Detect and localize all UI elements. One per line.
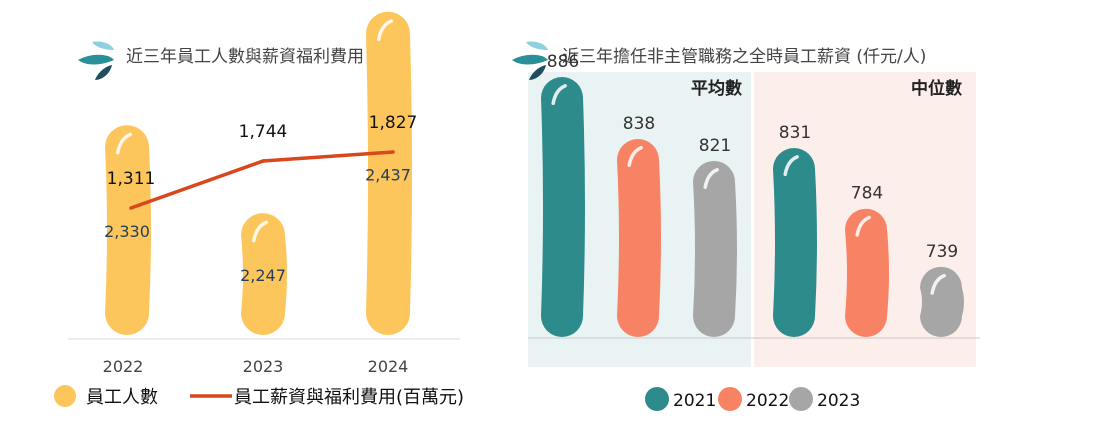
legend-2022-label: 2022 xyxy=(746,391,789,411)
x-tick-label-2022: 2022 xyxy=(103,357,144,376)
logo-leaf-dark xyxy=(95,65,112,80)
legend-employee-label: 員工人數 xyxy=(86,387,158,408)
salary-value-label-median-2022: 784 xyxy=(851,184,883,204)
salary-bar-average-2022 xyxy=(617,138,661,337)
employee-bar-2022 xyxy=(105,125,151,335)
salary-bar-median-2022 xyxy=(845,208,889,337)
bar-highlight xyxy=(783,155,799,177)
salary-bar-median-2021 xyxy=(773,148,817,337)
employee-value-label-2024: 2,437 xyxy=(365,165,411,184)
expense-value-label-2024: 1,827 xyxy=(369,113,418,133)
bar-highlight xyxy=(855,215,871,237)
logo-icon xyxy=(78,41,114,80)
x-tick-label-2023: 2023 xyxy=(243,357,284,376)
legend-2023-marker xyxy=(789,387,813,411)
salary-value-label-median-2021: 831 xyxy=(779,123,811,143)
left-chart-title: 近三年員工人數與薪資福利費用 xyxy=(126,47,364,67)
right-chart: 近三年擔任非主管職務之全時員工薪資 (仟元/人) 平均數 中位數 886 838 8… xyxy=(512,41,980,411)
legend-expense-label: 員工薪資與福利費用(百萬元) xyxy=(234,387,464,408)
logo-leaf-mid xyxy=(512,54,548,65)
employee-bar-2024 xyxy=(366,11,412,335)
bar-highlight xyxy=(627,146,643,167)
x-tick-label-2024: 2024 xyxy=(368,357,409,376)
logo-leaf-dark xyxy=(529,65,546,80)
group-label-median: 中位數 xyxy=(911,78,962,99)
salary-value-label-median-2023: 739 xyxy=(926,242,958,262)
bar-highlight xyxy=(116,132,133,155)
right-chart-title: 近三年擔任非主管職務之全時員工薪資 (仟元/人) xyxy=(562,47,926,67)
legend-2022-marker xyxy=(718,387,742,411)
expense-value-label-2023: 1,744 xyxy=(239,122,288,142)
salary-value-label-average-2022: 838 xyxy=(623,114,655,134)
group-label-average: 平均數 xyxy=(691,78,742,99)
legend-2021-marker xyxy=(645,387,669,411)
legend-2023-label: 2023 xyxy=(817,391,860,411)
employee-bar-2023 xyxy=(241,213,287,335)
salary-bar-median-2023 xyxy=(920,266,964,337)
expense-point-2023 xyxy=(261,159,265,163)
salary-value-label-average-2023: 821 xyxy=(699,136,731,156)
employee-value-label-2023: 2,247 xyxy=(240,266,286,285)
bar-highlight xyxy=(551,84,567,106)
logo-leaf-mid xyxy=(78,54,114,65)
logo-icon xyxy=(512,41,548,80)
legend-2021-label: 2021 xyxy=(673,391,716,411)
logo-leaf-light xyxy=(526,41,548,50)
employee-value-label-2022: 2,330 xyxy=(104,222,150,241)
bar-highlight xyxy=(252,220,269,243)
logo-leaf-light xyxy=(92,41,114,50)
bar-highlight xyxy=(377,19,394,42)
expense-point-2022 xyxy=(129,206,133,210)
legend-employee-marker xyxy=(54,385,76,407)
salary-value-label-average-2021: 886 xyxy=(547,52,579,72)
expense-value-label-2022: 1,311 xyxy=(107,169,156,189)
bar-highlight xyxy=(703,168,719,189)
left-chart: 近三年員工人數與薪資福利費用 2,330 2022 2,247 2023 2,437 20… xyxy=(54,11,464,408)
bar-highlight xyxy=(930,273,946,295)
expense-point-2024 xyxy=(391,150,395,154)
salary-bar-average-2023 xyxy=(693,160,737,337)
salary-bar-average-2021 xyxy=(541,77,585,337)
